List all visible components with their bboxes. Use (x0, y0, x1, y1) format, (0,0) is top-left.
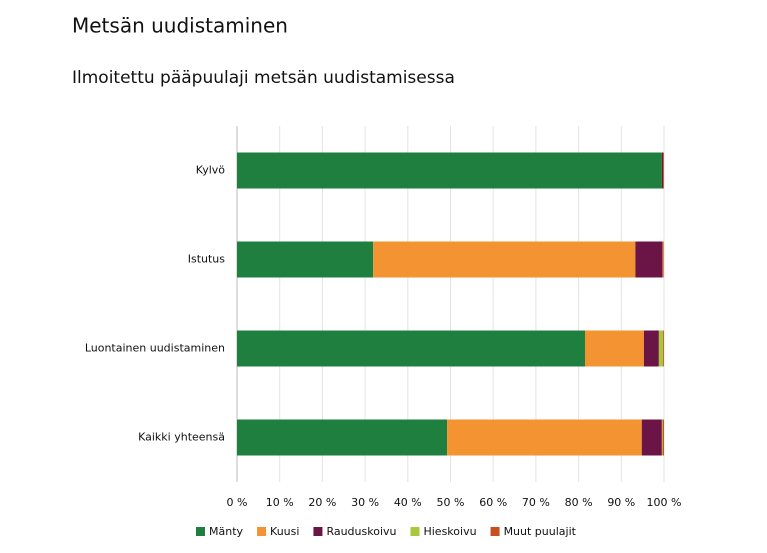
y-tick-label: Kaikki yhteensä (138, 431, 225, 444)
x-tick-label: 50 % (437, 496, 465, 509)
bar-segment (643, 330, 659, 367)
bar-segment (447, 419, 642, 456)
legend-label: Muut puulajit (504, 525, 577, 538)
legend-label: Hieskoivu (423, 525, 476, 538)
y-tick-label: Luontainen uudistaminen (85, 342, 225, 355)
x-tick-label: 90 % (607, 496, 635, 509)
x-tick-label: 70 % (522, 496, 550, 509)
legend-label: Mänty (209, 525, 244, 538)
x-tick-label: 40 % (394, 496, 422, 509)
bar-segment (661, 419, 663, 456)
legend-swatch (490, 527, 500, 536)
legend-swatch (410, 527, 420, 536)
x-tick-label: 30 % (351, 496, 379, 509)
bar-segment (663, 152, 664, 189)
x-tick-label: 10 % (266, 496, 294, 509)
bar-segment (237, 152, 662, 189)
bar-segment (237, 419, 448, 456)
bar-segment (635, 241, 663, 278)
y-tick-label: Kylvö (196, 164, 225, 177)
bar-segment (237, 241, 374, 278)
y-tick-label: Istutus (188, 253, 226, 266)
bar-segment (663, 330, 664, 367)
x-tick-label: 60 % (479, 496, 507, 509)
legend-label: Rauduskoivu (326, 525, 396, 538)
legend-swatch (196, 527, 205, 536)
bar-segment (661, 152, 664, 189)
bar-segment (373, 241, 636, 278)
x-tick-label: 100 % (647, 496, 682, 509)
x-tick-label: 20 % (308, 496, 336, 509)
legend-label: Kuusi (270, 525, 299, 538)
bar-segment (658, 330, 664, 367)
x-tick-label: 80 % (565, 496, 593, 509)
bar-segment (641, 419, 662, 456)
chart-title: Metsän uudistaminen (72, 14, 288, 38)
bar-segment (662, 419, 664, 456)
bar-segment (585, 330, 644, 367)
legend-swatch (257, 527, 267, 536)
bar-segment (237, 330, 586, 367)
legend-swatch (313, 527, 323, 536)
bar-segment (662, 241, 664, 278)
x-tick-label: 0 % (227, 496, 248, 509)
chart-subtitle: Ilmoitettu pääpuulaji metsän uudistamise… (72, 68, 455, 88)
